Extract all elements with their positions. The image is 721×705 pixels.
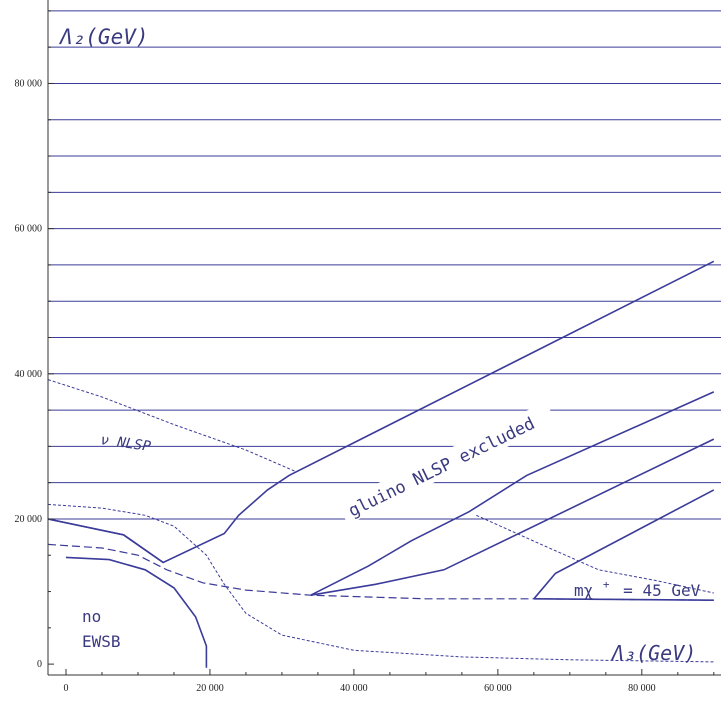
curve-7 — [47, 379, 297, 473]
nu-nlsp-label: ν NLSP — [99, 432, 152, 455]
y-tick-label: 20 000 — [15, 514, 43, 525]
x-tick-label: 60 000 — [484, 683, 512, 694]
curve-1 — [47, 518, 164, 564]
mchi-prefix: mχ — [574, 581, 593, 600]
lambda3-axis-label: Λ₃(GeV) — [610, 641, 696, 665]
curve-10 — [47, 543, 714, 601]
hatch-lines — [48, 10, 721, 520]
mchi-suffix: = 45 GeV — [623, 581, 700, 600]
y-tick-label: 0 — [37, 659, 42, 670]
curve-6 — [65, 556, 208, 668]
curve-8 — [476, 514, 714, 594]
y-tick-label: 60 000 — [15, 224, 43, 235]
boundary-curves — [47, 260, 715, 668]
mchi-label: mχ + = 45 GeV — [574, 573, 701, 600]
curve-9 — [47, 503, 714, 663]
x-tick-label: 80 000 — [628, 683, 656, 694]
curve-4 — [533, 489, 715, 600]
x-tick-label: 0 — [63, 683, 68, 694]
x-tick-label: 40 000 — [340, 683, 368, 694]
y-tick-label: 80 000 — [15, 78, 43, 89]
curve-0 — [47, 260, 715, 564]
lambda2-axis-label: Λ₂(GeV) — [58, 25, 149, 49]
ticks: 0 20 000 40 000 60 000 80 000 0 20 000 40 000 60… — [15, 10, 715, 694]
curve-3 — [310, 438, 715, 596]
y-tick-label: 40 000 — [15, 369, 43, 380]
no-label: no — [82, 607, 101, 626]
gluino-nlsp-label: gluino NLSP excluded — [345, 414, 538, 522]
gluino-label-mask — [337, 401, 557, 525]
curve-2 — [310, 391, 715, 596]
x-tick-label: 20 000 — [196, 683, 224, 694]
ewsb-label: EWSB — [82, 632, 121, 651]
mchi-superscript: + — [603, 578, 610, 591]
